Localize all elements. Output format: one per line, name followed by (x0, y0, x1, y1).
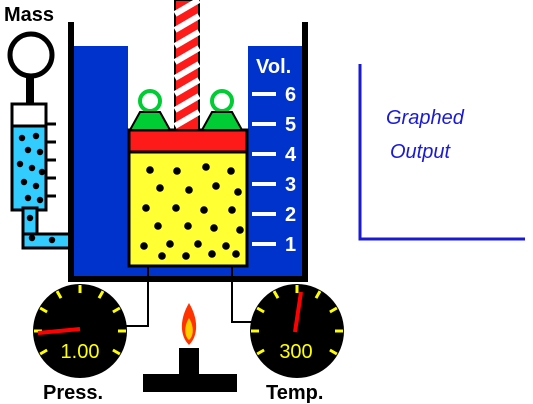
weight-left (128, 89, 172, 131)
gauge-tick (55, 290, 63, 299)
manometer-particle (24, 194, 32, 202)
gas-particle (140, 242, 148, 250)
volume-tick (252, 152, 276, 156)
pressure-gauge: 1.00 (33, 284, 127, 378)
temperature-gauge: 300 (250, 284, 344, 378)
gas-particle (202, 163, 210, 171)
temperature-needle (293, 291, 303, 333)
manometer-particle (48, 236, 56, 244)
volume-tick (252, 182, 276, 186)
manometer-particle (32, 132, 40, 140)
pressure-gauge-line (123, 266, 149, 327)
piston (127, 128, 249, 154)
volume-tick (252, 242, 276, 246)
manometer-particle (28, 164, 36, 172)
manometer-particle (20, 178, 28, 186)
gauge-tick (272, 290, 280, 299)
temperature-gauge-line (231, 266, 256, 323)
volume-tick (252, 212, 276, 216)
gas-particle (227, 167, 235, 175)
gas-particle (142, 204, 150, 212)
gas-particle (232, 250, 240, 258)
weight-right (200, 89, 244, 131)
temperature-value: 300 (279, 341, 312, 363)
water-bath-right (248, 46, 302, 276)
container-wall (68, 22, 308, 282)
gas-particle (234, 188, 242, 196)
water-bath-left (74, 46, 128, 276)
gas-particle (146, 166, 154, 174)
gas-particle (200, 206, 208, 214)
gauge-tick (112, 306, 121, 314)
manometer-particle (36, 196, 44, 204)
manometer-particle (18, 134, 26, 142)
pressure-needle (37, 327, 81, 335)
volume-tick (252, 122, 276, 126)
gas-particle (158, 252, 166, 260)
gauge-tick (112, 348, 121, 356)
pressure-value: 1.00 (61, 341, 100, 363)
burner (143, 303, 237, 392)
volume-tick-label: 4 (285, 144, 297, 166)
gas-particle (222, 242, 230, 250)
volume-tick-label: 6 (285, 84, 296, 106)
manometer-particle (36, 148, 44, 156)
gas-particle (228, 206, 236, 214)
manometer-particle (16, 160, 24, 168)
volume-axis-label: Vol. (256, 56, 291, 78)
piston-rod (173, 0, 201, 131)
graph-label-line2: Output (390, 141, 451, 163)
mass-ring (7, 31, 55, 79)
volume-tick-label: 1 (285, 234, 296, 256)
gauge-tick (329, 348, 338, 356)
manometer-particle (32, 182, 40, 190)
gauge-tick (256, 348, 265, 356)
gas-particle (172, 204, 180, 212)
pressure-label: Press. (43, 382, 103, 404)
gas-particle (182, 252, 190, 260)
volume-tick-label: 5 (285, 114, 296, 136)
temperature-label: Temp. (266, 382, 323, 404)
manometer-particle (26, 214, 34, 222)
gas-particle (154, 222, 162, 230)
volume-tick-label: 3 (285, 174, 296, 196)
gauge-tick (314, 290, 322, 299)
graph-label-line1: Graphed (386, 107, 465, 129)
volume-scale: 1 2 3 4 5 6 (252, 84, 297, 256)
gas-particle (184, 222, 192, 230)
volume-tick (252, 92, 276, 96)
gauge-tick (97, 290, 105, 299)
gas-particle (212, 182, 220, 190)
gas-particle (236, 226, 244, 234)
graph-axes (358, 64, 525, 241)
gas-particle (210, 224, 218, 232)
gas-particle (208, 250, 216, 258)
manometer-particle (24, 146, 32, 154)
manometer-particle (38, 168, 46, 176)
gas-particle (166, 240, 174, 248)
gauge-tick (256, 306, 265, 314)
gauge-tick (329, 306, 338, 314)
gas-particle (156, 184, 164, 192)
gas-particle (194, 240, 202, 248)
mass-rod (26, 75, 34, 105)
mass-label: Mass (4, 4, 54, 26)
gas-particle (173, 167, 181, 175)
gas-particle (185, 186, 193, 194)
gauge-tick (39, 306, 48, 314)
gauge-tick (39, 348, 48, 356)
flame-inner (185, 318, 193, 340)
manometer-particle (28, 234, 36, 242)
gas-particles (140, 163, 244, 260)
volume-tick-label: 2 (285, 204, 296, 226)
